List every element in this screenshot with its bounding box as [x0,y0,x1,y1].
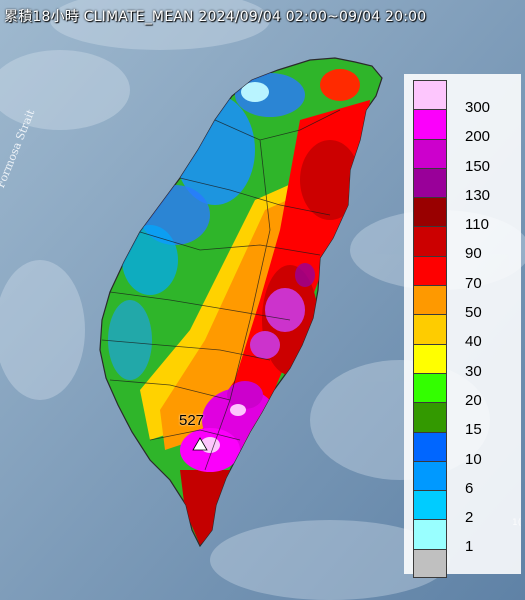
legend-row: 10 [413,431,521,468]
legend-row: 40 [413,314,521,350]
legend-label: 20 [465,391,482,409]
legend-label: 1 [465,538,474,556]
legend-label: 300 [465,99,491,116]
legend-label: 6 [465,479,474,497]
legend-swatch [413,402,447,432]
legend-swatch [413,226,447,256]
legend-label: 200 [465,128,491,146]
legend-row [413,548,521,579]
legend-row: 90 [413,226,521,262]
legend-label: 40 [465,333,482,351]
legend-swatch [413,431,447,461]
legend-row: 15 [413,402,521,438]
legend-label: 150 [465,157,491,175]
legend-swatch [413,167,447,198]
legend-row: 200 [413,109,521,145]
legend-row: 30 [413,343,521,380]
legend-swatch [413,285,447,315]
legend-label: 110 [465,216,489,234]
legend-row: 70 [413,255,521,292]
legend-row: 50 [413,285,521,321]
legend-row: 6 [413,460,521,497]
rain-fields [108,69,370,545]
legend-label: 50 [465,304,482,322]
legend-row: 150 [413,138,521,175]
legend-swatch [413,548,447,579]
legend-label: 90 [465,245,482,263]
legend-row: 2 [413,490,521,526]
legend-label: 130 [465,186,491,204]
legend-swatch [413,372,447,403]
legend-label: 2 [465,509,474,527]
legend-swatch [413,109,447,139]
color-legend: 300 200 150 130 110 90 70 50 40 30 20 15 10 6 2 1 [413,80,521,579]
map-title: 累積18小時 CLIMATE_MEAN 2024/09/04 02:00~09/… [4,9,427,25]
legend-swatch [413,80,447,110]
legend-label: 15 [465,421,482,439]
legend-swatch [413,490,447,520]
legend-label: 30 [465,362,482,380]
legend-swatch [413,519,447,549]
legend-swatch [413,343,447,373]
legend-swatch [413,138,447,168]
legend-label: 70 [465,274,482,292]
legend-label: 10 [465,450,482,468]
legend-swatch [413,255,447,286]
legend-row: 20 [413,372,521,409]
legend-row: 130 [413,167,521,204]
legend-row: 300 [413,80,521,116]
legend-row: 110 [413,197,521,233]
max-station-marker [192,437,208,451]
legend-swatch [413,197,447,227]
legend-swatch [413,314,447,344]
legend-swatch [413,460,447,491]
max-station-value: 527 [179,412,205,429]
legend-row: 1 [413,519,521,555]
county-boundaries [101,109,341,471]
